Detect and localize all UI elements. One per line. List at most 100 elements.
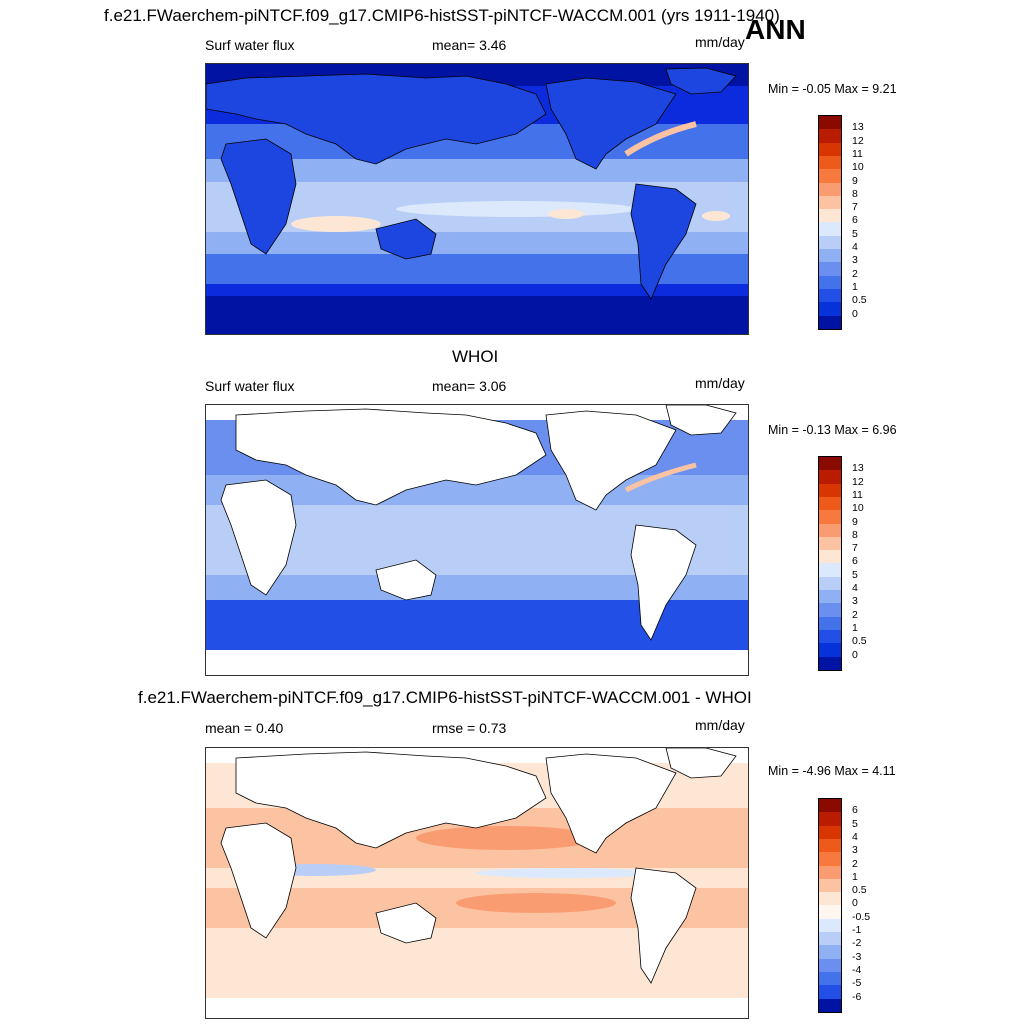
colorbar-cell xyxy=(819,838,841,853)
colorbar-tick-label: 9 xyxy=(852,515,858,528)
greenland-shape xyxy=(665,748,737,779)
continents xyxy=(220,405,737,641)
colorbar-tick-label: 4 xyxy=(852,830,858,843)
colorbar-tick-label: 12 xyxy=(852,475,864,488)
colorbar-tick-label: 0.5 xyxy=(852,884,867,897)
panel-model-mean-label: mean= 3.46 xyxy=(432,37,507,53)
season-label: ANN xyxy=(745,14,806,45)
colorbar-tick-label: 1 xyxy=(852,280,858,293)
colorbar-tick-label: -4 xyxy=(852,963,862,976)
colorbar-frame xyxy=(818,798,842,1013)
colorbar-cell xyxy=(819,510,841,524)
colorbar-tick-label: -6 xyxy=(852,990,862,1003)
colorbar-cell xyxy=(819,275,841,290)
australia-shape xyxy=(375,559,437,601)
colorbar-cell xyxy=(819,209,841,223)
colorbar-cell xyxy=(819,550,841,564)
colorbar-tick-label: 1 xyxy=(852,870,858,883)
colorbar-cell xyxy=(819,288,841,303)
colorbar-tick-label: 11 xyxy=(852,488,863,501)
north-america-shape xyxy=(545,753,677,854)
south-america-shape xyxy=(630,183,697,300)
colorbar-cell xyxy=(819,590,841,604)
panel-diff-rmse-label: rmse = 0.73 xyxy=(432,720,507,736)
colorbar-cell xyxy=(819,195,841,210)
gulf-stream xyxy=(624,462,697,493)
itcz-highlight-a xyxy=(548,209,584,219)
south-pacific-positive xyxy=(456,893,616,913)
continents xyxy=(220,748,737,984)
southern-ocean-band xyxy=(206,600,748,650)
colorbar-cell xyxy=(819,905,841,920)
panel-diff-map-canvas xyxy=(206,748,748,1018)
figure-title: f.e21.FWaerchem-piNTCF.f09_g17.CMIP6-his… xyxy=(104,6,780,25)
colorbar-tick-label: 11 xyxy=(852,147,863,160)
eurasia-shape xyxy=(235,408,547,506)
colorbar-tick-label: -1 xyxy=(852,924,862,936)
colorbar-cell xyxy=(819,536,841,551)
eurasia-shape xyxy=(235,751,547,849)
colorbar-cell xyxy=(819,616,841,631)
colorbar-cell xyxy=(819,302,841,316)
colorbar-frame xyxy=(818,115,842,330)
colorbar-tick-label: 0 xyxy=(852,897,858,910)
greenland-shape xyxy=(665,405,737,436)
colorbar-tick-label: 10 xyxy=(852,161,864,174)
antarctic-band xyxy=(206,296,748,334)
eurasia-shape xyxy=(206,73,547,165)
colorbar-tick-label: 6 xyxy=(852,555,858,568)
colorbar-cell xyxy=(819,249,841,263)
antarctic-missing xyxy=(206,650,748,675)
itcz-pacific xyxy=(396,201,636,217)
colorbar-tick-label: 6 xyxy=(852,804,858,817)
itcz-indian xyxy=(291,216,381,232)
colorbar-cell xyxy=(819,496,841,511)
colorbar-cell xyxy=(819,315,841,330)
colorbar-frame xyxy=(818,456,842,671)
colorbar-cell xyxy=(819,182,841,197)
colorbar-cell xyxy=(819,825,841,840)
panel-model-units-label: mm/day xyxy=(695,34,745,50)
colorbar-tick-label: 13 xyxy=(852,121,864,134)
colorbar-cell xyxy=(819,142,841,157)
colorbar-tick-label: -2 xyxy=(852,937,862,950)
colorbar-cell xyxy=(819,222,841,237)
colorbar-tick-label: 7 xyxy=(852,201,858,214)
colorbar-tick-label: 10 xyxy=(852,502,864,515)
colorbar-tick-label: 5 xyxy=(852,817,858,830)
colorbar-tick-label: 7 xyxy=(852,542,858,555)
colorbar-cell xyxy=(819,523,841,538)
colorbar-cell xyxy=(819,656,841,671)
south-america-shape xyxy=(630,867,697,984)
africa-shape xyxy=(220,138,297,255)
colorbar-cell xyxy=(819,918,841,933)
colorbar-cell xyxy=(819,945,841,960)
colorbar-tick-label: 3 xyxy=(852,844,858,857)
colorbar-tick-label: -0.5 xyxy=(852,910,871,923)
colorbar-cell xyxy=(819,643,841,657)
colorbar-tick-label: 0.5 xyxy=(852,635,867,648)
panel-obs-variable-label: Surf water flux xyxy=(205,378,295,394)
colorbar-cell xyxy=(819,576,841,591)
colorbar-tick-label: -5 xyxy=(852,977,862,990)
panel-obs-title: WHOI xyxy=(452,347,499,366)
colorbar-cell xyxy=(819,603,841,618)
continents xyxy=(206,67,737,300)
colorbar-tick-label: 2 xyxy=(852,857,858,870)
pacific-positive xyxy=(416,826,596,850)
panel-obs-map xyxy=(205,404,749,676)
colorbar-cell xyxy=(819,470,841,485)
gulf-stream xyxy=(624,121,697,157)
panel-diff-map xyxy=(205,747,749,1019)
panel-diff-minmax: Min = -4.96 Max = 4.11 xyxy=(768,764,896,778)
colorbar-tick-label: 5 xyxy=(852,227,858,240)
colorbar-cell xyxy=(819,563,841,578)
panel-obs-map-canvas xyxy=(206,405,748,675)
australia-shape xyxy=(375,902,437,944)
colorbar-tick-label: 12 xyxy=(852,134,864,147)
colorbar-tick-label: 9 xyxy=(852,174,858,187)
colorbar-tick-label: 5 xyxy=(852,568,858,581)
colorbar-cell xyxy=(819,892,841,906)
colorbar-cell xyxy=(819,998,841,1013)
pacific-negative xyxy=(476,868,656,878)
